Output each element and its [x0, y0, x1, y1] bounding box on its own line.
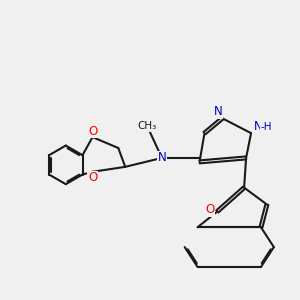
Text: N: N	[254, 120, 263, 133]
Text: CH₃: CH₃	[137, 121, 157, 131]
Text: O: O	[88, 125, 97, 138]
Text: N: N	[214, 105, 222, 118]
Text: O: O	[205, 203, 214, 216]
Text: N: N	[158, 152, 166, 164]
Text: O: O	[88, 171, 97, 184]
Text: -H: -H	[261, 122, 272, 132]
